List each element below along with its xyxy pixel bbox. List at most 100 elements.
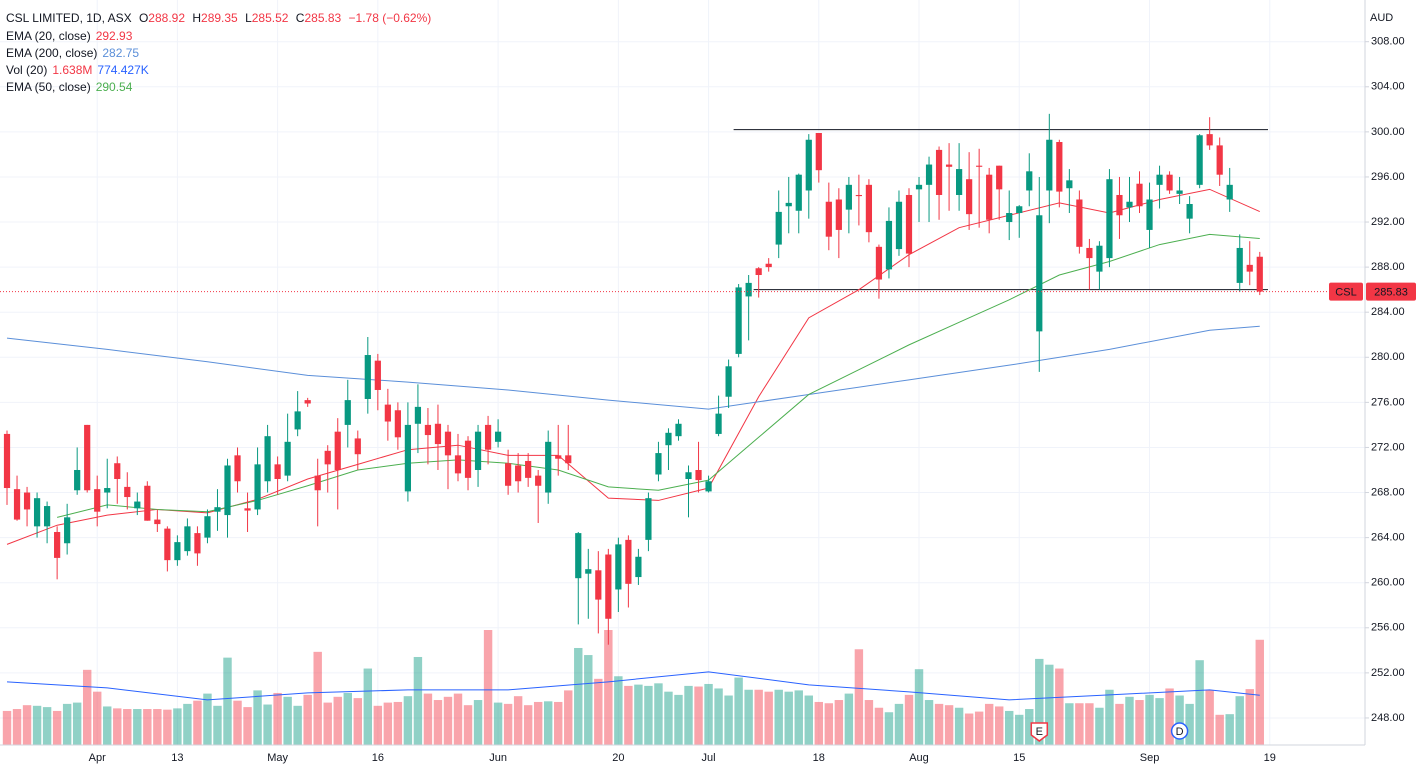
volume-bar	[794, 690, 803, 745]
volume-bar	[433, 700, 443, 745]
volume-bar	[1205, 690, 1214, 745]
candle-body	[565, 455, 572, 464]
candle-body	[33, 498, 41, 527]
volume-bar	[1185, 703, 1194, 745]
volume-bar	[243, 707, 252, 745]
price-tag	[1366, 282, 1416, 301]
volume-bar	[1145, 694, 1154, 745]
legend-value: 290.54	[96, 80, 133, 94]
volume-bar	[644, 685, 653, 745]
volume-bar	[473, 700, 483, 745]
legend-value: 774.427K	[97, 63, 148, 77]
volume-bar	[383, 702, 393, 745]
volume-bar	[864, 700, 874, 745]
candle-body	[464, 440, 472, 478]
candle-body	[194, 533, 201, 554]
y-tick-label: 252.00	[1371, 667, 1405, 679]
candle-body	[54, 531, 61, 558]
x-tick-label: Sep	[1140, 752, 1160, 764]
volume-bar	[493, 702, 503, 745]
volume-bar	[594, 678, 603, 745]
volume-bar	[52, 710, 62, 745]
x-tick-label: 20	[612, 752, 624, 764]
ema-line	[6, 325, 1260, 410]
candle-body	[364, 355, 371, 399]
candle-body	[525, 460, 532, 478]
candle-body	[1126, 201, 1133, 208]
candle-body	[555, 455, 562, 459]
y-tick-label: 284.00	[1371, 306, 1405, 318]
candle-body	[284, 441, 291, 476]
y-tick-label: 292.00	[1371, 216, 1405, 228]
volume-bar	[764, 691, 773, 745]
ohlc-label: C	[296, 11, 305, 25]
candle-body	[905, 194, 913, 254]
volume-bar	[443, 696, 453, 745]
volume-bar	[774, 689, 783, 745]
candle-body	[434, 423, 442, 445]
volume-bar	[193, 700, 202, 745]
volume-bar	[1245, 689, 1254, 745]
candle-body	[494, 431, 502, 442]
volume-bar	[393, 701, 403, 745]
x-tick-label: 18	[813, 752, 825, 764]
candle-body	[64, 517, 71, 544]
candle-body	[1226, 184, 1233, 200]
candle-body	[424, 424, 432, 436]
candle-body	[484, 424, 492, 450]
volume-bar	[1235, 696, 1244, 745]
candle-body	[785, 202, 792, 207]
volume-bar	[674, 694, 683, 745]
candle-body	[334, 431, 341, 470]
legend-item: EMA (20, close) 292.93	[6, 29, 133, 43]
candle-body	[1036, 215, 1043, 332]
y-tick-label: 272.00	[1371, 441, 1405, 453]
candle-body	[74, 469, 81, 491]
volume-bar	[2, 710, 12, 745]
ohlc-label: O	[139, 11, 148, 25]
volume-bar	[654, 683, 663, 745]
legend-item: EMA (200, close) 282.75	[6, 46, 139, 60]
volume-bar	[503, 703, 513, 745]
y-tick-label: 276.00	[1371, 396, 1405, 408]
candle-body	[655, 453, 662, 475]
price-pane	[0, 113, 1365, 645]
candle-body	[1026, 171, 1033, 191]
candle-body	[986, 174, 993, 220]
event-icon	[1030, 722, 1049, 742]
candle-body	[204, 516, 211, 538]
legend-item: Vol (20) 1.638M 774.427K	[6, 63, 149, 77]
candle-body	[915, 184, 923, 190]
candle-body	[645, 498, 652, 540]
volume-bar	[1115, 703, 1124, 745]
legend-name: EMA (200, close)	[6, 46, 97, 60]
x-tick-label: May	[267, 752, 288, 764]
candle-body	[164, 528, 171, 561]
candle-body	[1076, 199, 1083, 247]
candle-body	[855, 194, 862, 197]
volume-bar	[1165, 688, 1174, 745]
candle-body	[535, 475, 542, 486]
candle-body	[154, 519, 161, 525]
volume-bar	[1015, 714, 1024, 745]
candle-body	[805, 139, 812, 191]
symbol: CSL LIMITED, 1D, ASX	[6, 11, 132, 25]
volume-bar	[523, 705, 533, 745]
volume-bar	[113, 708, 122, 745]
grid	[0, 0, 1365, 745]
candle-body	[1156, 174, 1163, 185]
candle-body	[314, 475, 321, 491]
y-tick-label: 264.00	[1371, 532, 1405, 544]
candle-body	[114, 463, 121, 480]
volume-bar	[363, 668, 373, 745]
candle-body	[1186, 204, 1193, 219]
volume-bar	[684, 685, 693, 745]
volume-bar	[784, 691, 793, 745]
volume-bar	[303, 694, 312, 745]
volume-bar	[614, 676, 623, 745]
volume-bar	[814, 701, 824, 745]
y-tick-label: 268.00	[1371, 486, 1405, 498]
volume-bar	[313, 651, 322, 745]
volume-bar	[82, 669, 92, 745]
